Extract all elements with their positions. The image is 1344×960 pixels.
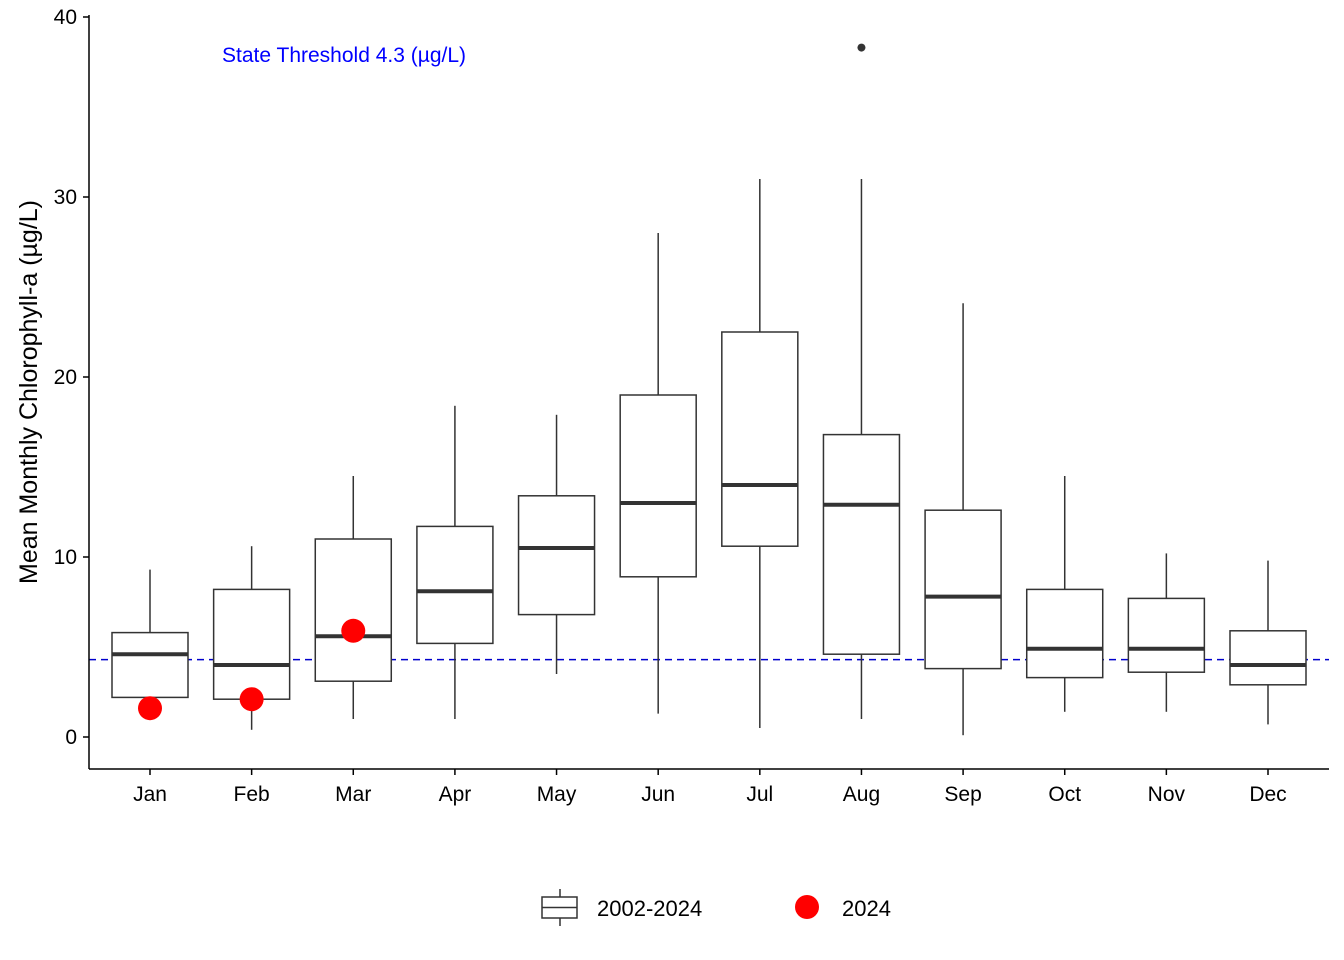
boxplot-nov [1128,553,1204,711]
legend-label-point: 2024 [842,896,891,921]
point-2024-feb [240,687,264,711]
box-iqr [1230,631,1306,685]
x-tick-label: Jan [133,783,167,806]
y-tick-label: 0 [65,726,77,749]
x-tick-label: Aug [843,783,880,806]
boxplot-jun [620,233,696,714]
legend-point-key [795,895,819,919]
box-iqr [823,435,899,655]
box-iqr [1128,598,1204,672]
boxplot-jul [722,179,798,728]
boxplot-mar [315,476,391,719]
box-iqr [722,332,798,546]
y-axis-ticks: 0 10 20 30 40 [54,6,89,749]
x-tick-label: Jul [746,783,773,806]
x-tick-label: Sep [944,783,981,806]
legend: 2002-2024 2024 [542,889,891,926]
box-iqr [925,510,1001,668]
x-tick-label: Nov [1148,783,1186,806]
box-iqr [1027,589,1103,677]
point-2024-mar [341,619,365,643]
boxplot-sep [925,303,1001,735]
box-iqr [214,589,290,699]
boxplot-aug [823,44,899,719]
x-tick-label: Feb [234,783,270,806]
legend-label-box: 2002-2024 [597,896,702,921]
x-tick-label: Dec [1249,783,1286,806]
y-tick-label: 40 [54,6,77,29]
boxplot-may [519,415,595,674]
box-iqr [620,395,696,577]
x-tick-label: Mar [335,783,371,806]
boxplot-dec [1230,561,1306,725]
y-tick-label: 10 [54,546,77,569]
legend-box-key [542,889,577,926]
outlier-point [857,44,865,52]
boxplot-apr [417,406,493,719]
box-iqr [315,539,391,681]
threshold-annotation: State Threshold 4.3 (µg/L) [222,44,466,67]
y-tick-label: 30 [54,186,77,209]
x-tick-label: Jun [641,783,675,806]
boxplot-oct [1027,476,1103,712]
boxplots [112,44,1306,736]
box-iqr [519,496,595,615]
y-tick-label: 20 [54,366,77,389]
boxplot-jan [112,570,188,710]
box-iqr [112,633,188,698]
x-axis-ticks: Jan Feb Mar Apr May Jun Jul Aug Sep Oct Nov Dec [133,769,1287,806]
x-tick-label: Apr [439,783,472,806]
x-tick-label: Oct [1048,783,1081,806]
x-tick-label: May [537,783,577,806]
y-axis-title: Mean Monthly Chlorophyll-a (µg/L) [15,200,43,584]
box-iqr [417,526,493,643]
point-2024-jan [138,696,162,720]
